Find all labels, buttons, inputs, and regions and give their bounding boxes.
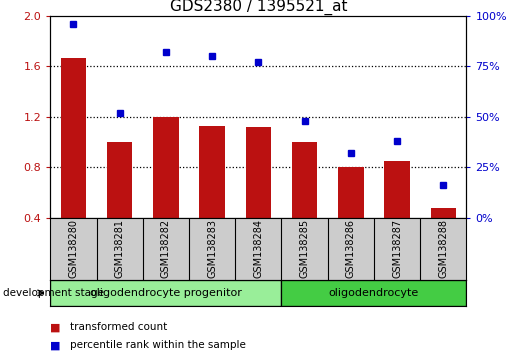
Text: GSM138285: GSM138285 xyxy=(299,219,310,278)
Text: GSM138280: GSM138280 xyxy=(68,219,78,278)
Text: GSM138282: GSM138282 xyxy=(161,219,171,278)
Bar xyxy=(153,117,179,218)
Title: GDS2380 / 1395521_at: GDS2380 / 1395521_at xyxy=(170,0,347,15)
Bar xyxy=(384,161,410,218)
Bar xyxy=(50,280,281,306)
Text: GSM138281: GSM138281 xyxy=(114,219,125,278)
Bar xyxy=(61,58,86,218)
Bar xyxy=(430,207,456,218)
Text: percentile rank within the sample: percentile rank within the sample xyxy=(70,340,246,350)
Text: GSM138288: GSM138288 xyxy=(438,219,448,278)
Bar xyxy=(199,126,225,218)
Text: oligodendrocyte: oligodendrocyte xyxy=(329,288,419,298)
Text: development stage: development stage xyxy=(3,288,104,298)
Text: GSM138284: GSM138284 xyxy=(253,219,263,278)
Text: ■: ■ xyxy=(50,340,61,350)
Bar xyxy=(281,280,466,306)
Bar xyxy=(292,142,317,218)
Text: GSM138283: GSM138283 xyxy=(207,219,217,278)
Bar xyxy=(246,127,271,218)
Text: GSM138287: GSM138287 xyxy=(392,219,402,278)
Bar xyxy=(338,167,364,218)
Text: oligodendrocyte progenitor: oligodendrocyte progenitor xyxy=(90,288,242,298)
Text: transformed count: transformed count xyxy=(70,322,167,332)
Bar xyxy=(107,142,132,218)
Text: ■: ■ xyxy=(50,322,61,332)
Text: GSM138286: GSM138286 xyxy=(346,219,356,278)
